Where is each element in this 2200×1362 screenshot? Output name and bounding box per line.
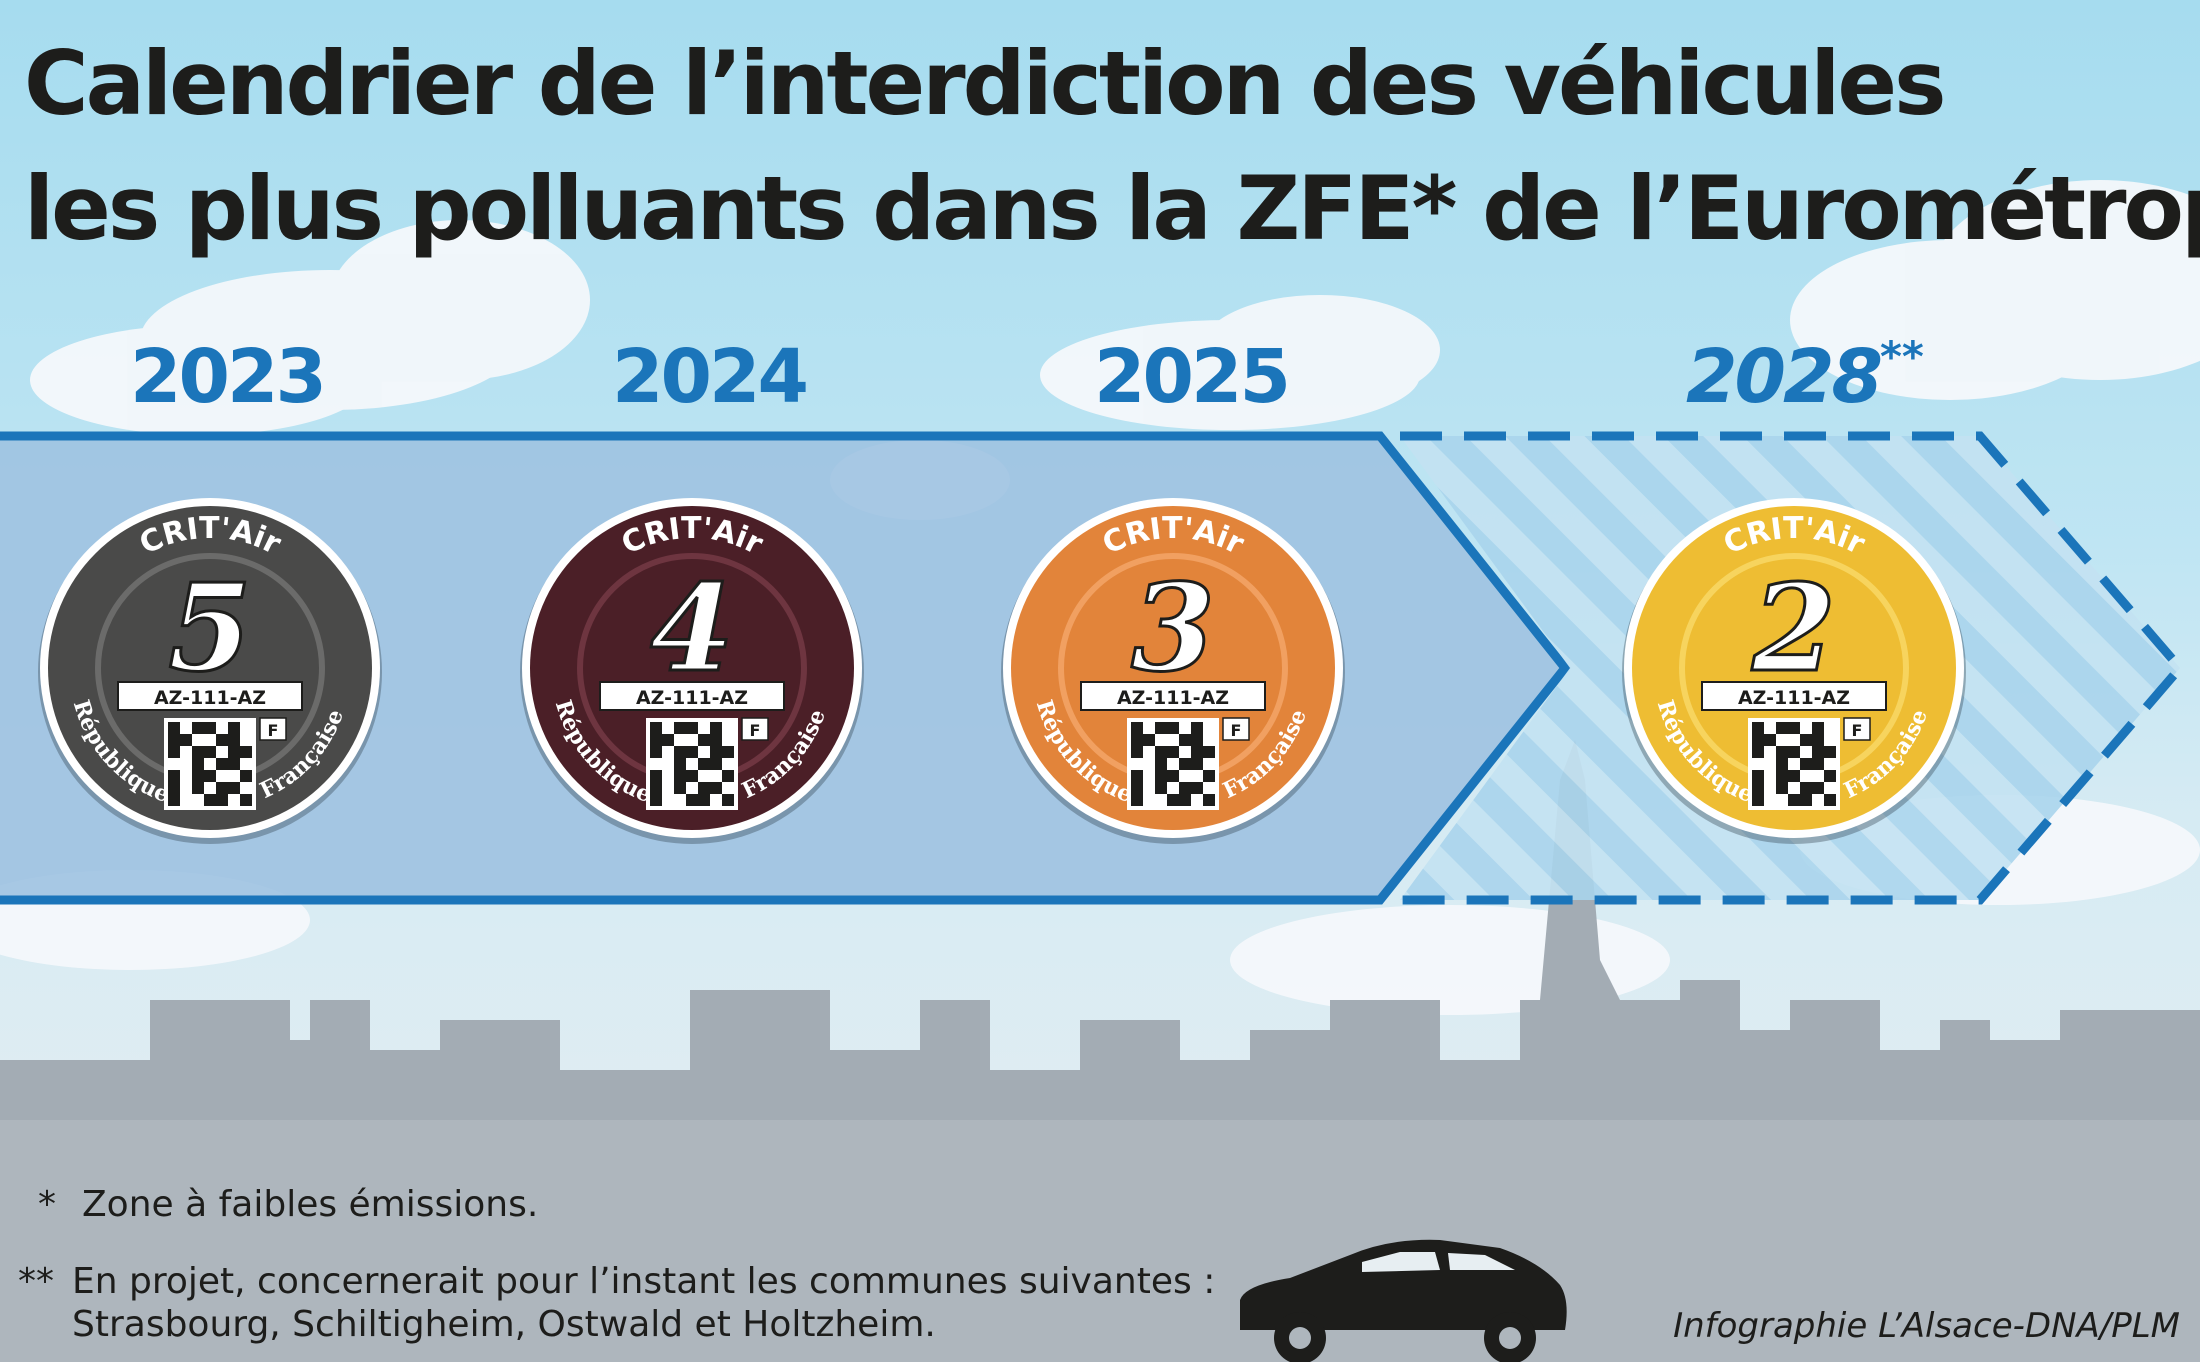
city-skyline-icon	[0, 740, 2200, 1362]
car-icon	[1240, 1239, 1567, 1362]
country-code: F	[750, 721, 761, 740]
country-code: F	[1231, 721, 1242, 740]
footnote-zfe: * Zone à faibles émissions.	[38, 1184, 539, 1225]
year-label-2028: 2028**	[1686, 332, 1924, 420]
year-label-2024: 2024	[612, 334, 809, 420]
page-title-line-2: les plus polluants dans la ZFE* de l’Eur…	[24, 157, 2200, 260]
plate-number: AZ-111-AZ	[636, 687, 748, 709]
page-title-line-1: Calendrier de l’interdiction des véhicul…	[24, 32, 1946, 135]
timeline-arrow-outline	[0, 431, 1571, 905]
year-label-2023: 2023	[130, 334, 327, 420]
critair-class-number: 3	[1131, 558, 1215, 699]
footnote-projet: ** En projet, concernerait pour l’instant…	[18, 1261, 1216, 1346]
country-code: F	[268, 721, 279, 740]
qr-code-icon	[646, 718, 738, 810]
qr-code-icon	[164, 718, 256, 810]
critair-class-number: 5	[168, 558, 252, 699]
critair-class-number: 4	[650, 558, 734, 699]
country-code: F	[1852, 721, 1863, 740]
plate-number: AZ-111-AZ	[1738, 687, 1850, 709]
plate-number: AZ-111-AZ	[154, 687, 266, 709]
qr-code-icon	[1127, 718, 1219, 810]
plate-number: AZ-111-AZ	[1117, 687, 1229, 709]
critair-class-number: 2	[1751, 558, 1836, 699]
timeline-arrow-planned-outline	[1400, 431, 2186, 905]
credit-line: Infographie L’Alsace-DNA/PLM	[1673, 1306, 2180, 1346]
year-label-2025: 2025	[1094, 334, 1291, 420]
qr-code-icon	[1748, 718, 1840, 810]
